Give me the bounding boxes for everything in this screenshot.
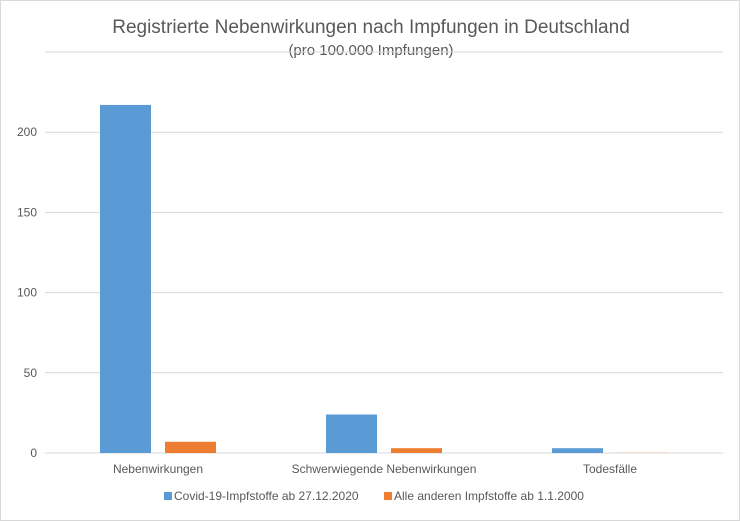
y-axis-tick-labels: 0 50 100 150 200 [17, 125, 37, 460]
legend: Covid-19-Impfstoffe ab 27.12.2020 Alle an… [164, 489, 584, 503]
bar-covid-0 [100, 105, 151, 453]
bars [100, 105, 668, 453]
chart-subtitle: (pro 100.000 Impfungen) [288, 42, 453, 59]
legend-swatch [164, 492, 172, 500]
legend-label: Covid-19-Impfstoffe ab 27.12.2020 [174, 489, 359, 503]
x-category-label: Schwerwiegende Nebenwirkungen [292, 462, 477, 476]
bar-covid-2 [552, 448, 603, 453]
y-tick-label: 0 [30, 446, 37, 460]
y-tick-label: 50 [24, 366, 38, 380]
x-axis-category-labels: Nebenwirkungen Schwerwiegende Nebenwirkun… [113, 462, 637, 476]
legend-label: Alle anderen Impfstoffe ab 1.1.2000 [394, 489, 584, 503]
y-tick-label: 150 [17, 205, 37, 219]
chart-title: Registrierte Nebenwirkungen nach Impfung… [112, 17, 630, 38]
bar-covid-1 [326, 415, 377, 453]
x-category-label: Nebenwirkungen [113, 462, 203, 476]
legend-swatch [384, 492, 392, 500]
y-tick-label: 200 [17, 125, 37, 139]
bar-other-0 [165, 442, 216, 453]
x-category-label: Todesfälle [583, 462, 637, 476]
bar-other-1 [391, 448, 442, 453]
y-tick-label: 100 [17, 286, 37, 300]
